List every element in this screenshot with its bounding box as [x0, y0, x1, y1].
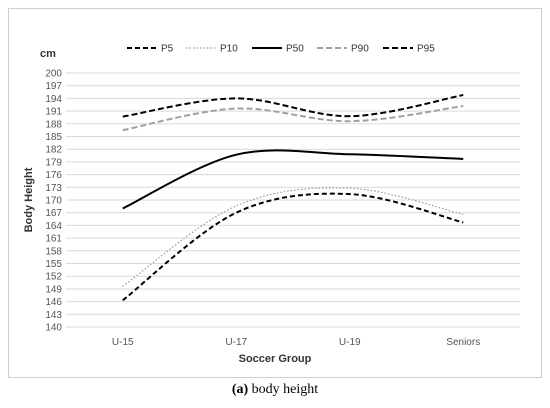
series-line-p90 — [122, 105, 464, 132]
y-tick-label: 140 — [45, 323, 62, 334]
caption-text: body height — [248, 382, 319, 397]
legend-label-p5: P5 — [161, 44, 174, 55]
y-tick-label: 197 — [45, 81, 62, 92]
y-axis-title: Body Height — [23, 167, 35, 232]
y-tick-label: 152 — [45, 272, 62, 283]
y-tick-label: 188 — [45, 119, 62, 130]
x-axis-ticks: U-15 U-17 U-19 Seniors — [112, 337, 480, 348]
y-tick-label: 170 — [45, 196, 62, 207]
y-tick-label: 173 — [45, 183, 62, 194]
series-line-p50 — [122, 149, 464, 210]
y-tick-label: 158 — [45, 246, 62, 257]
y-unit-label: cm — [40, 48, 56, 60]
chart-frame — [8, 8, 542, 378]
y-tick-label: 179 — [45, 157, 62, 168]
x-tick-label: U-19 — [339, 337, 361, 348]
x-axis-title: Soccer Group — [239, 353, 312, 365]
y-tick-label: 182 — [45, 145, 62, 156]
y-tick-label: 200 — [45, 69, 62, 80]
y-tick-label: 164 — [45, 221, 62, 232]
series-line-p5 — [122, 192, 464, 302]
y-tick-label: 191 — [45, 107, 62, 118]
figure-caption: (a) body height — [0, 382, 550, 398]
legend-label-p95: P95 — [417, 44, 435, 55]
caption-label: (a) — [231, 382, 249, 397]
y-tick-label: 167 — [45, 208, 62, 219]
y-tick-label: 155 — [45, 259, 62, 270]
y-tick-label: 176 — [45, 170, 62, 181]
legend-label-p10: P10 — [220, 44, 238, 55]
x-tick-label: U-15 — [112, 337, 134, 348]
legend-label-p90: P90 — [351, 44, 369, 55]
y-tick-label: 146 — [45, 297, 62, 308]
legend-label-p50: P50 — [286, 44, 304, 55]
x-tick-label: U-17 — [225, 337, 247, 348]
y-tick-label: 185 — [45, 132, 62, 143]
series-lines — [122, 94, 464, 302]
legend: P5 P10 P50 P90 P95 — [127, 44, 435, 55]
series-line-p95 — [122, 94, 464, 118]
y-tick-label: 149 — [45, 284, 62, 295]
x-tick-label: Seniors — [446, 337, 480, 348]
gridlines — [66, 72, 520, 328]
y-tick-label: 161 — [45, 234, 62, 245]
y-tick-label: 194 — [45, 94, 62, 105]
y-tick-label: 143 — [45, 310, 62, 321]
series-line-p10 — [122, 187, 464, 287]
